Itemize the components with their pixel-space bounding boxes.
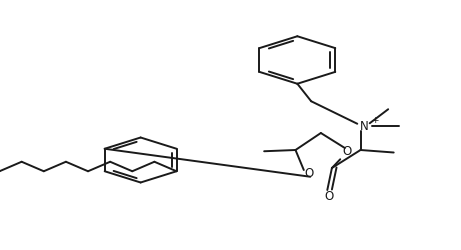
- Text: N: N: [360, 120, 368, 133]
- Text: O: O: [305, 167, 314, 180]
- Text: O: O: [325, 190, 334, 203]
- Text: O: O: [343, 145, 352, 158]
- Text: +: +: [371, 116, 378, 125]
